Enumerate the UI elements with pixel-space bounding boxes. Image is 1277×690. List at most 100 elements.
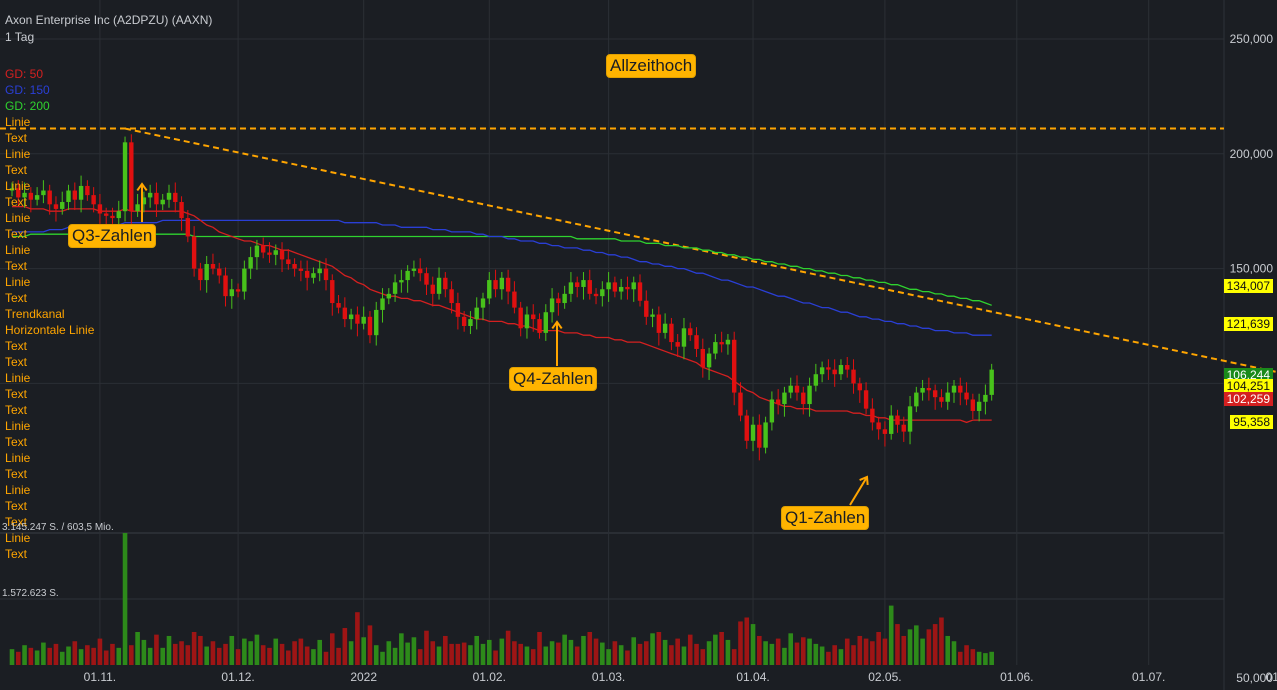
candle-body bbox=[763, 422, 768, 448]
candle-body bbox=[22, 192, 27, 198]
legend-item[interactable]: Linie bbox=[5, 211, 31, 225]
volume-bar bbox=[461, 642, 467, 665]
volume-bar bbox=[329, 633, 335, 665]
candle-body bbox=[587, 280, 592, 294]
candle-body bbox=[374, 309, 379, 336]
candle-body bbox=[964, 392, 969, 400]
ma50-line bbox=[12, 205, 992, 424]
candle-body bbox=[738, 392, 743, 416]
volume-bar bbox=[47, 647, 52, 665]
candle-body bbox=[160, 199, 165, 205]
volume-bar bbox=[122, 533, 128, 665]
legend-item[interactable]: Linie bbox=[5, 115, 31, 129]
volume-bar bbox=[888, 605, 894, 665]
legend-item[interactable]: Linie bbox=[5, 147, 31, 161]
legend-item[interactable]: GD: 150 bbox=[5, 83, 50, 97]
legend-item[interactable]: Linie bbox=[5, 419, 31, 433]
legend-item[interactable]: Text bbox=[5, 387, 28, 401]
legend-item[interactable]: Linie bbox=[5, 451, 31, 465]
volume-bar bbox=[449, 643, 454, 665]
candle-body bbox=[72, 190, 77, 200]
volume-bar bbox=[443, 635, 448, 665]
candle-body bbox=[845, 365, 850, 370]
x-tick-label: 01.04. bbox=[736, 670, 769, 684]
volume-bar bbox=[373, 645, 379, 665]
candle-body bbox=[958, 385, 963, 393]
volume-bar bbox=[625, 650, 630, 665]
legend-item[interactable]: Text bbox=[5, 291, 28, 305]
legend-item[interactable]: GD: 50 bbox=[5, 67, 44, 81]
volume-bar bbox=[945, 635, 951, 665]
candle-body bbox=[493, 280, 498, 290]
volume-legend-item[interactable]: Text bbox=[5, 547, 28, 561]
legend-item[interactable]: Text bbox=[5, 467, 28, 481]
candle-body bbox=[147, 192, 153, 198]
volume-bar bbox=[706, 641, 712, 665]
indicator-legend: GD: 50 GD: 150 GD: 200 Linie Text Linie Text Li… bbox=[5, 66, 94, 530]
candle-body bbox=[644, 300, 649, 317]
candle-body bbox=[311, 273, 316, 278]
legend-item[interactable]: Text bbox=[5, 227, 28, 241]
candle-body bbox=[135, 204, 140, 212]
legend-item[interactable]: Linie bbox=[5, 483, 31, 497]
volume-bar bbox=[505, 630, 511, 665]
legend-item[interactable]: Text bbox=[5, 163, 28, 177]
volume-bar bbox=[970, 649, 976, 665]
candle-body bbox=[47, 190, 52, 205]
volume-bar bbox=[681, 646, 687, 665]
candle-body bbox=[223, 275, 228, 297]
legend-item[interactable]: Text bbox=[5, 499, 28, 513]
volume-bar bbox=[279, 643, 285, 665]
volume-bar bbox=[719, 632, 724, 665]
legend-item[interactable]: Text bbox=[5, 339, 28, 353]
candle-body bbox=[9, 188, 15, 191]
candle-body bbox=[499, 277, 505, 290]
candle-body bbox=[794, 385, 800, 393]
legend-item[interactable]: Text bbox=[5, 259, 28, 273]
candle-body bbox=[826, 367, 831, 370]
legend-item[interactable]: Linie bbox=[5, 275, 31, 289]
candle-body bbox=[66, 190, 71, 203]
legend-item[interactable]: Text bbox=[5, 131, 28, 145]
candle-body bbox=[575, 282, 580, 287]
candle-body bbox=[273, 250, 278, 255]
price-tag: 106,244 bbox=[1223, 368, 1273, 382]
volume-bar bbox=[694, 643, 699, 665]
volume-bar bbox=[229, 635, 235, 665]
legend-item[interactable]: Text bbox=[5, 403, 28, 417]
volume-bar bbox=[549, 641, 555, 665]
volume-bar bbox=[819, 646, 825, 665]
volume-bar bbox=[757, 635, 762, 665]
candle-body bbox=[487, 280, 492, 299]
candle-body bbox=[694, 335, 699, 349]
legend-item[interactable]: Linie bbox=[5, 243, 31, 257]
volume-bar bbox=[775, 638, 781, 665]
legend-item[interactable]: Linie bbox=[5, 179, 31, 193]
candle-body bbox=[769, 399, 775, 423]
legend-item[interactable]: Horizontale Linie bbox=[5, 323, 95, 337]
volume-bar bbox=[317, 639, 323, 665]
candle-body bbox=[474, 307, 479, 320]
candle-body bbox=[436, 277, 442, 294]
volume-bar bbox=[191, 632, 197, 665]
candle-body bbox=[851, 369, 856, 384]
volume-bar bbox=[254, 634, 260, 665]
candle-body bbox=[863, 390, 869, 409]
volume-bar bbox=[242, 638, 247, 665]
legend-item[interactable]: Linie bbox=[5, 371, 31, 385]
candle-body bbox=[926, 387, 932, 391]
price-tag: 102,259 bbox=[1223, 392, 1273, 406]
volume-legend-item[interactable]: Linie bbox=[5, 531, 31, 545]
candle-body bbox=[681, 328, 687, 347]
chart-period: 1 Tag bbox=[5, 30, 35, 44]
legend-item[interactable]: Trendkanal bbox=[5, 307, 65, 321]
legend-item[interactable]: Text bbox=[5, 515, 28, 529]
volume-bar bbox=[587, 632, 593, 665]
volume-bar bbox=[97, 638, 103, 665]
legend-item[interactable]: Text bbox=[5, 195, 28, 209]
legend-item[interactable]: Text bbox=[5, 355, 28, 369]
candle-body bbox=[531, 314, 536, 320]
legend-item[interactable]: Text bbox=[5, 435, 28, 449]
candle-body bbox=[53, 204, 59, 209]
legend-item[interactable]: GD: 200 bbox=[5, 99, 50, 113]
